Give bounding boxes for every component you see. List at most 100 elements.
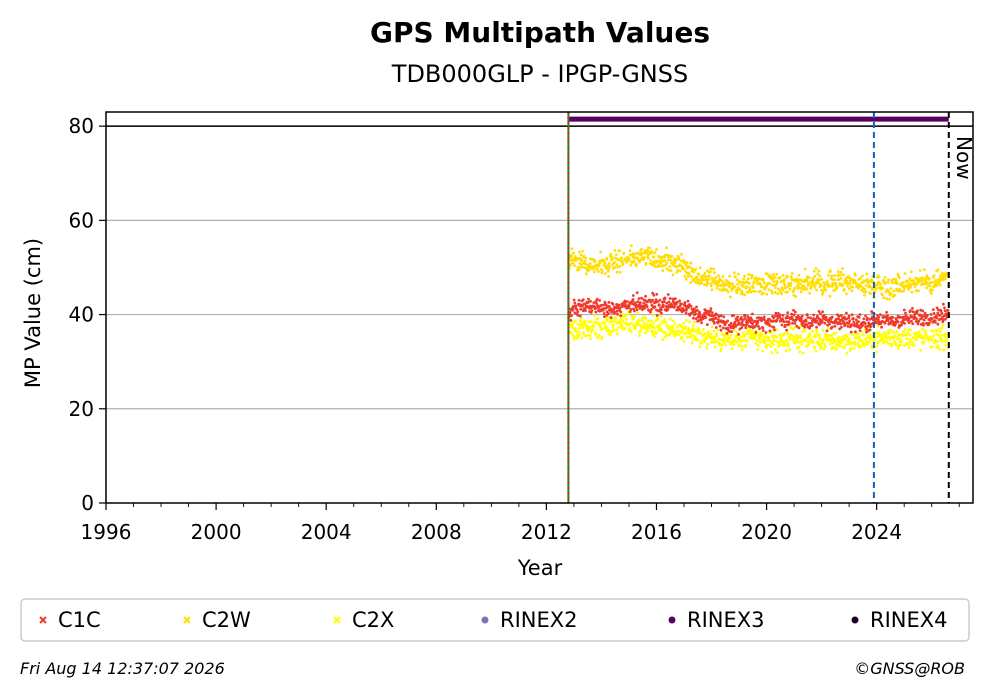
data-point xyxy=(594,310,598,314)
data-point xyxy=(688,320,692,324)
legend-label: C1C xyxy=(58,608,101,632)
data-point xyxy=(644,261,648,265)
data-point xyxy=(898,333,901,336)
data-point xyxy=(902,289,905,293)
data-point xyxy=(945,338,949,341)
data-point xyxy=(822,281,826,284)
data-point xyxy=(839,270,843,274)
data-point xyxy=(846,284,849,288)
data-point xyxy=(920,279,923,283)
data-point xyxy=(601,327,604,331)
data-point xyxy=(922,337,926,340)
data-point xyxy=(603,321,607,324)
data-point xyxy=(729,342,733,346)
data-point xyxy=(798,350,802,354)
data-point xyxy=(597,270,600,273)
data-point xyxy=(595,297,599,301)
data-point xyxy=(883,276,887,279)
data-point xyxy=(724,343,728,347)
data-point xyxy=(719,328,723,332)
data-point xyxy=(940,337,944,341)
data-point xyxy=(877,318,880,322)
legend-label: C2X xyxy=(352,608,394,632)
data-point xyxy=(694,312,697,316)
data-point xyxy=(710,333,713,336)
data-point xyxy=(842,320,846,324)
data-point xyxy=(817,269,821,273)
data-point xyxy=(636,300,640,304)
data-point xyxy=(907,287,911,291)
data-point xyxy=(928,284,932,288)
data-point xyxy=(788,348,792,352)
data-point xyxy=(942,302,945,306)
data-point xyxy=(935,306,939,310)
data-point xyxy=(585,324,589,328)
data-point xyxy=(943,318,947,321)
data-point xyxy=(899,344,902,347)
data-point xyxy=(851,285,855,289)
data-point xyxy=(821,292,825,296)
data-point xyxy=(930,292,933,295)
data-point xyxy=(742,331,745,335)
series-c2w xyxy=(567,244,950,301)
data-point xyxy=(658,323,662,326)
data-point xyxy=(922,268,926,272)
data-point xyxy=(685,261,689,264)
data-point xyxy=(652,321,656,325)
data-point xyxy=(643,249,647,253)
data-point xyxy=(837,278,841,281)
data-point xyxy=(922,328,925,331)
data-point xyxy=(627,304,631,308)
data-point xyxy=(747,281,751,285)
data-point xyxy=(821,329,825,333)
data-point xyxy=(783,332,787,335)
data-point xyxy=(616,312,619,316)
data-point xyxy=(571,333,575,337)
legend-item-c2w: C2W xyxy=(183,608,251,632)
data-point xyxy=(583,302,587,306)
data-point xyxy=(740,326,744,329)
data-point xyxy=(761,326,765,330)
data-point xyxy=(708,274,712,278)
data-point xyxy=(822,313,826,317)
data-point xyxy=(581,249,584,253)
data-point xyxy=(728,285,731,288)
data-point xyxy=(828,322,831,326)
data-point xyxy=(661,305,665,309)
data-point xyxy=(936,322,940,326)
data-point xyxy=(742,323,746,327)
data-point xyxy=(714,276,718,279)
data-point xyxy=(646,329,650,333)
data-point xyxy=(587,320,591,324)
data-point xyxy=(710,284,713,288)
data-point xyxy=(914,338,918,342)
data-point xyxy=(681,329,685,332)
data-point xyxy=(594,306,597,310)
data-point xyxy=(944,335,947,339)
data-point xyxy=(893,293,897,297)
data-point xyxy=(629,263,633,267)
data-point xyxy=(812,281,815,285)
data-point xyxy=(891,281,894,284)
data-point xyxy=(663,331,667,334)
data-point xyxy=(706,323,709,326)
data-point xyxy=(790,315,794,319)
plot-frame xyxy=(105,111,974,504)
legend-label: RINEX2 xyxy=(500,608,578,632)
data-point xyxy=(716,328,720,332)
data-point xyxy=(781,288,785,292)
data-point xyxy=(797,326,801,330)
data-point xyxy=(609,252,613,256)
data-point xyxy=(854,343,858,346)
data-point xyxy=(847,342,851,346)
data-point xyxy=(659,308,663,312)
data-point xyxy=(774,286,777,289)
data-point xyxy=(723,341,726,345)
data-point xyxy=(850,313,854,317)
data-point xyxy=(592,301,596,304)
data-point xyxy=(772,316,776,320)
data-point xyxy=(751,312,754,316)
data-point xyxy=(570,255,573,259)
data-point xyxy=(930,317,934,321)
data-point xyxy=(913,285,917,288)
